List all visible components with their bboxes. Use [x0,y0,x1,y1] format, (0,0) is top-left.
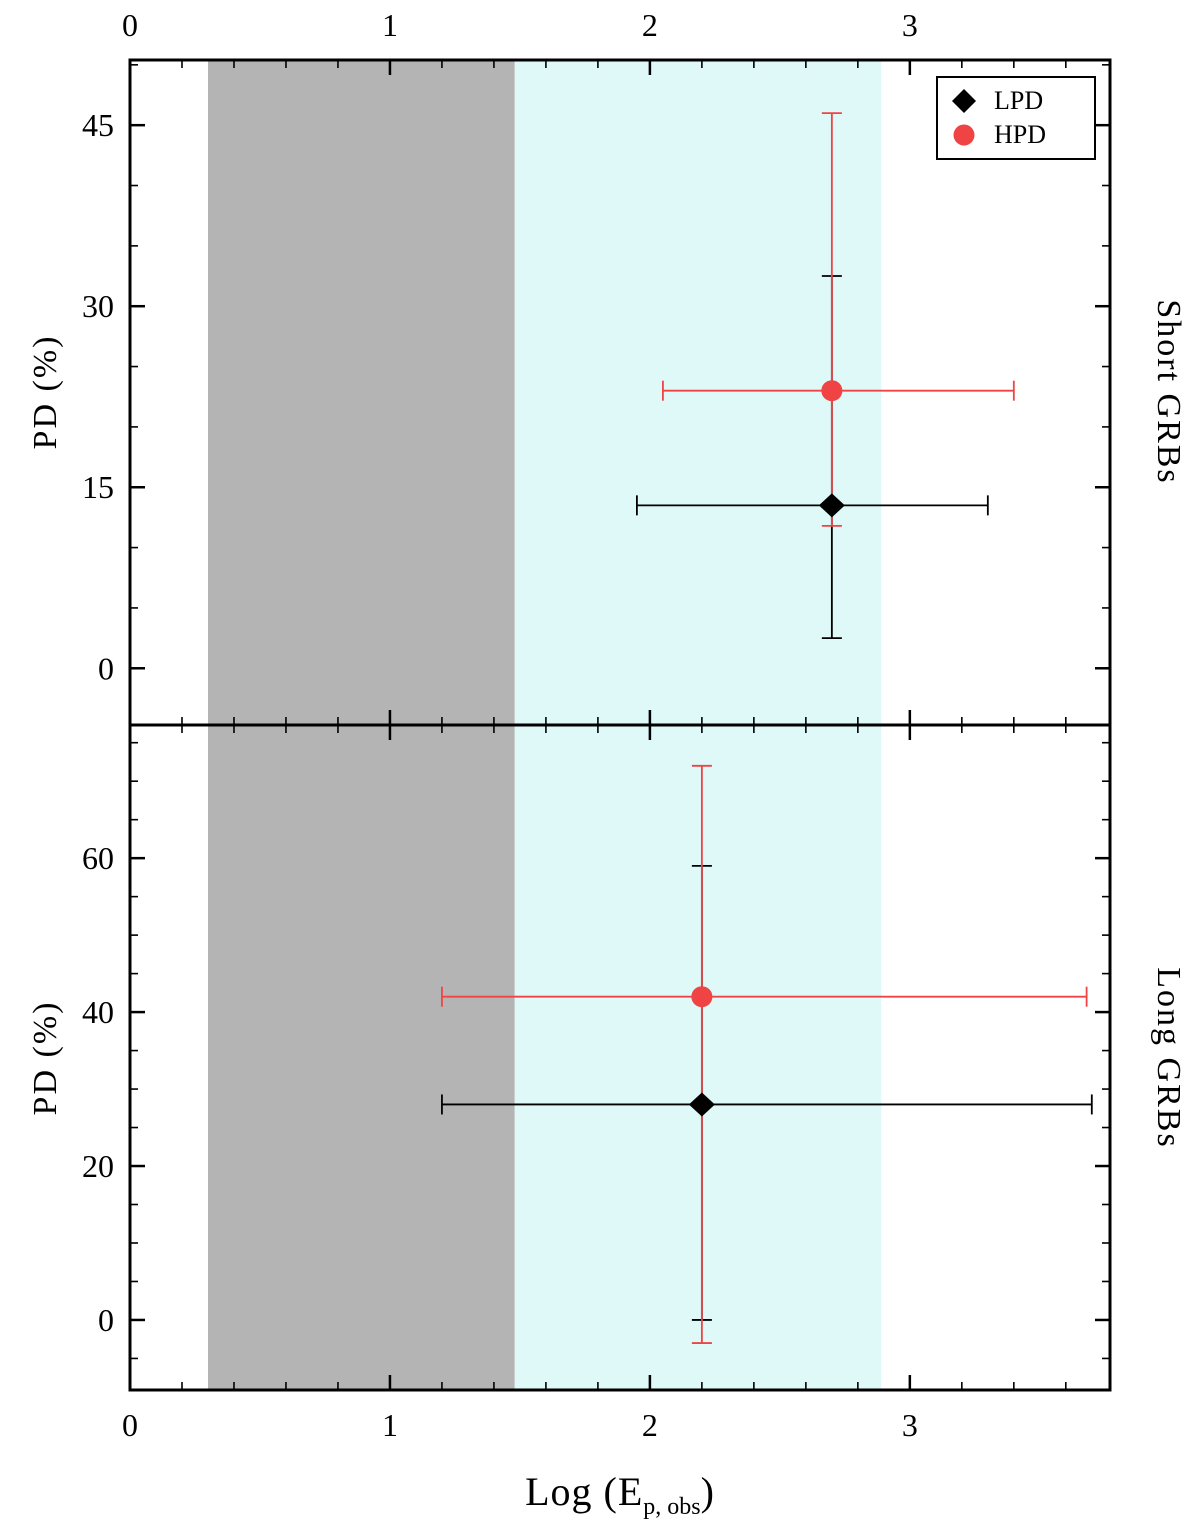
x-axis-label-suffix: ) [700,1469,715,1514]
x-axis-label: Log (Ep, obs) [525,1468,715,1520]
x-tick-label: 0 [122,1407,138,1443]
LPD-marker-diamond [818,493,845,518]
x-tick-label: 2 [642,1407,658,1443]
x-axis-label-prefix: Log (E [525,1469,644,1514]
LPD-marker-diamond [688,1092,715,1117]
panel-frame [128,723,1112,1392]
y-axis-label-bottom: PD (%) [27,1000,64,1116]
y-tick-label: 20 [82,1148,114,1184]
shaded-band [514,60,882,725]
x-tick-label: 2 [642,7,658,43]
y-tick-label: 40 [82,994,114,1030]
y-tick-label: 0 [98,1302,114,1338]
legend-item-lpd: LPD [950,88,1082,114]
x-tick-label: 0 [122,7,138,43]
x-tick-label: 1 [382,1407,398,1443]
x-axis-label-subscript: p, obs [643,1494,701,1520]
y-tick-label: 0 [98,650,114,686]
y-tick-label: 30 [82,288,114,324]
HPD-marker-circle [691,986,713,1008]
legend-label-hpd: HPD [994,120,1047,149]
panel-label-short-grbs: Short GRBs [1150,299,1187,485]
legend: LPD HPD [936,76,1096,160]
y-tick-label: 60 [82,840,114,876]
panel-label-long-grbs: Long GRBs [1150,967,1187,1149]
y-tick-label: 45 [82,107,114,143]
legend-label-lpd: LPD [994,86,1044,115]
y-tick-label: 15 [82,469,114,505]
x-tick-label: 1 [382,7,398,43]
legend-item-hpd: HPD [950,122,1082,148]
HPD-marker-circle [821,380,843,402]
lpd-diamond-icon [952,89,976,113]
x-tick-label: 3 [902,1407,918,1443]
shaded-band [514,725,882,1390]
shaded-band [207,725,515,1390]
x-tick-label: 3 [902,7,918,43]
shaded-band [207,60,515,725]
y-axis-label-top: PD (%) [27,334,64,450]
hpd-circle-icon [953,124,975,146]
